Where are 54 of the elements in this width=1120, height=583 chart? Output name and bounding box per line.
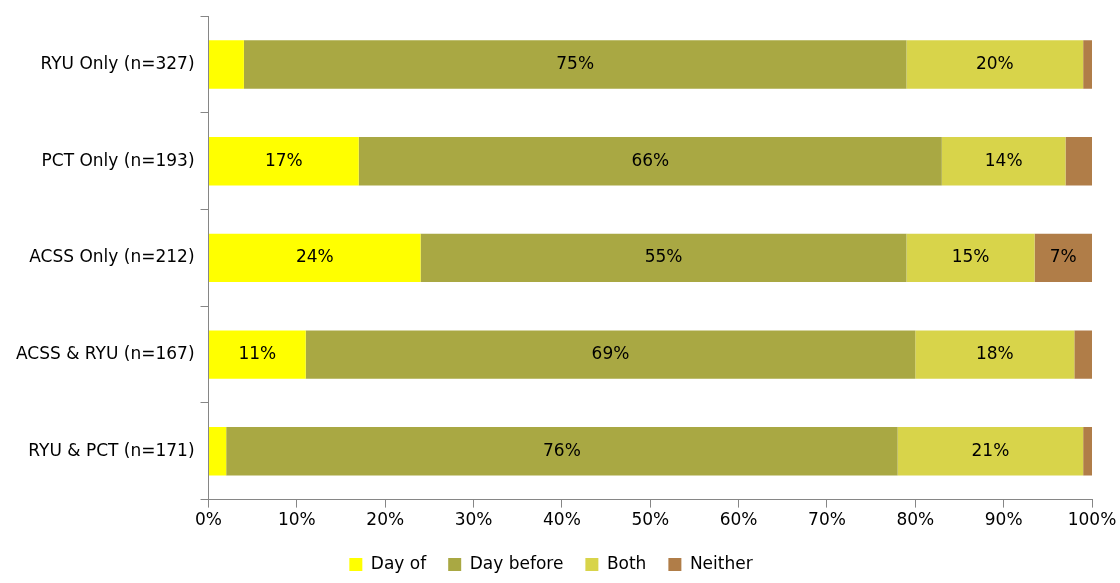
legend-label: Day of — [370, 552, 428, 573]
x-tick-label: 50% — [631, 509, 670, 530]
data-label: 24% — [295, 246, 334, 267]
bar — [1074, 330, 1092, 379]
data-label: 76% — [543, 439, 581, 460]
data-label: 15% — [951, 246, 990, 267]
bar — [209, 137, 359, 186]
x-tick-label: 60% — [719, 509, 758, 530]
x-tick-label: 0% — [195, 509, 223, 530]
bar — [1034, 233, 1092, 283]
data-label: 66% — [631, 149, 670, 170]
data-label: 7% — [1049, 246, 1077, 267]
x-tick-label: 100% — [1067, 509, 1117, 530]
bar — [226, 427, 898, 476]
data-label: 21% — [971, 439, 1010, 460]
bar — [209, 330, 306, 379]
bar — [420, 233, 907, 283]
bar — [243, 40, 907, 89]
x-tick-label: 40% — [543, 509, 581, 530]
data-label: 17% — [264, 149, 303, 170]
bar — [915, 330, 1075, 379]
data-label: 55% — [644, 246, 683, 267]
bar — [358, 137, 942, 186]
x-tick-label: 80% — [896, 509, 935, 530]
bar — [897, 427, 1084, 476]
data-label: 20% — [975, 52, 1014, 73]
y-tick-label: PCT Only (n=193) — [41, 149, 195, 170]
y-tick-label: RYU & PCT (n=171) — [28, 439, 195, 460]
x-tick-label: 70% — [808, 509, 846, 530]
bar — [209, 40, 244, 89]
bar — [941, 137, 1066, 186]
data-label: 11% — [238, 343, 277, 363]
data-label: 69% — [591, 343, 630, 363]
legend-label: Day before — [469, 552, 564, 573]
bar — [1065, 137, 1092, 186]
x-tick-label: 10% — [277, 509, 316, 530]
data-label: 18% — [975, 343, 1014, 363]
bar — [906, 233, 1035, 283]
y-tick-label: ACSS & RYU (n=167) — [15, 343, 195, 363]
bar — [1083, 40, 1092, 89]
x-tick-label: 20% — [366, 509, 405, 530]
x-tick-label: 30% — [454, 509, 493, 530]
y-tick-label: RYU Only (n=327) — [40, 52, 195, 73]
bar — [906, 40, 1084, 89]
data-label: 75% — [556, 52, 595, 73]
bar — [209, 427, 227, 476]
bar — [209, 233, 421, 283]
bar — [1083, 427, 1092, 476]
data-label: 14% — [984, 149, 1023, 170]
bar — [305, 330, 916, 379]
y-tick-label: ACSS Only (n=212) — [29, 246, 195, 267]
legend-label: Both — [606, 552, 647, 573]
x-tick-label: 90% — [984, 509, 1023, 530]
legend-label: Neither — [689, 552, 753, 573]
